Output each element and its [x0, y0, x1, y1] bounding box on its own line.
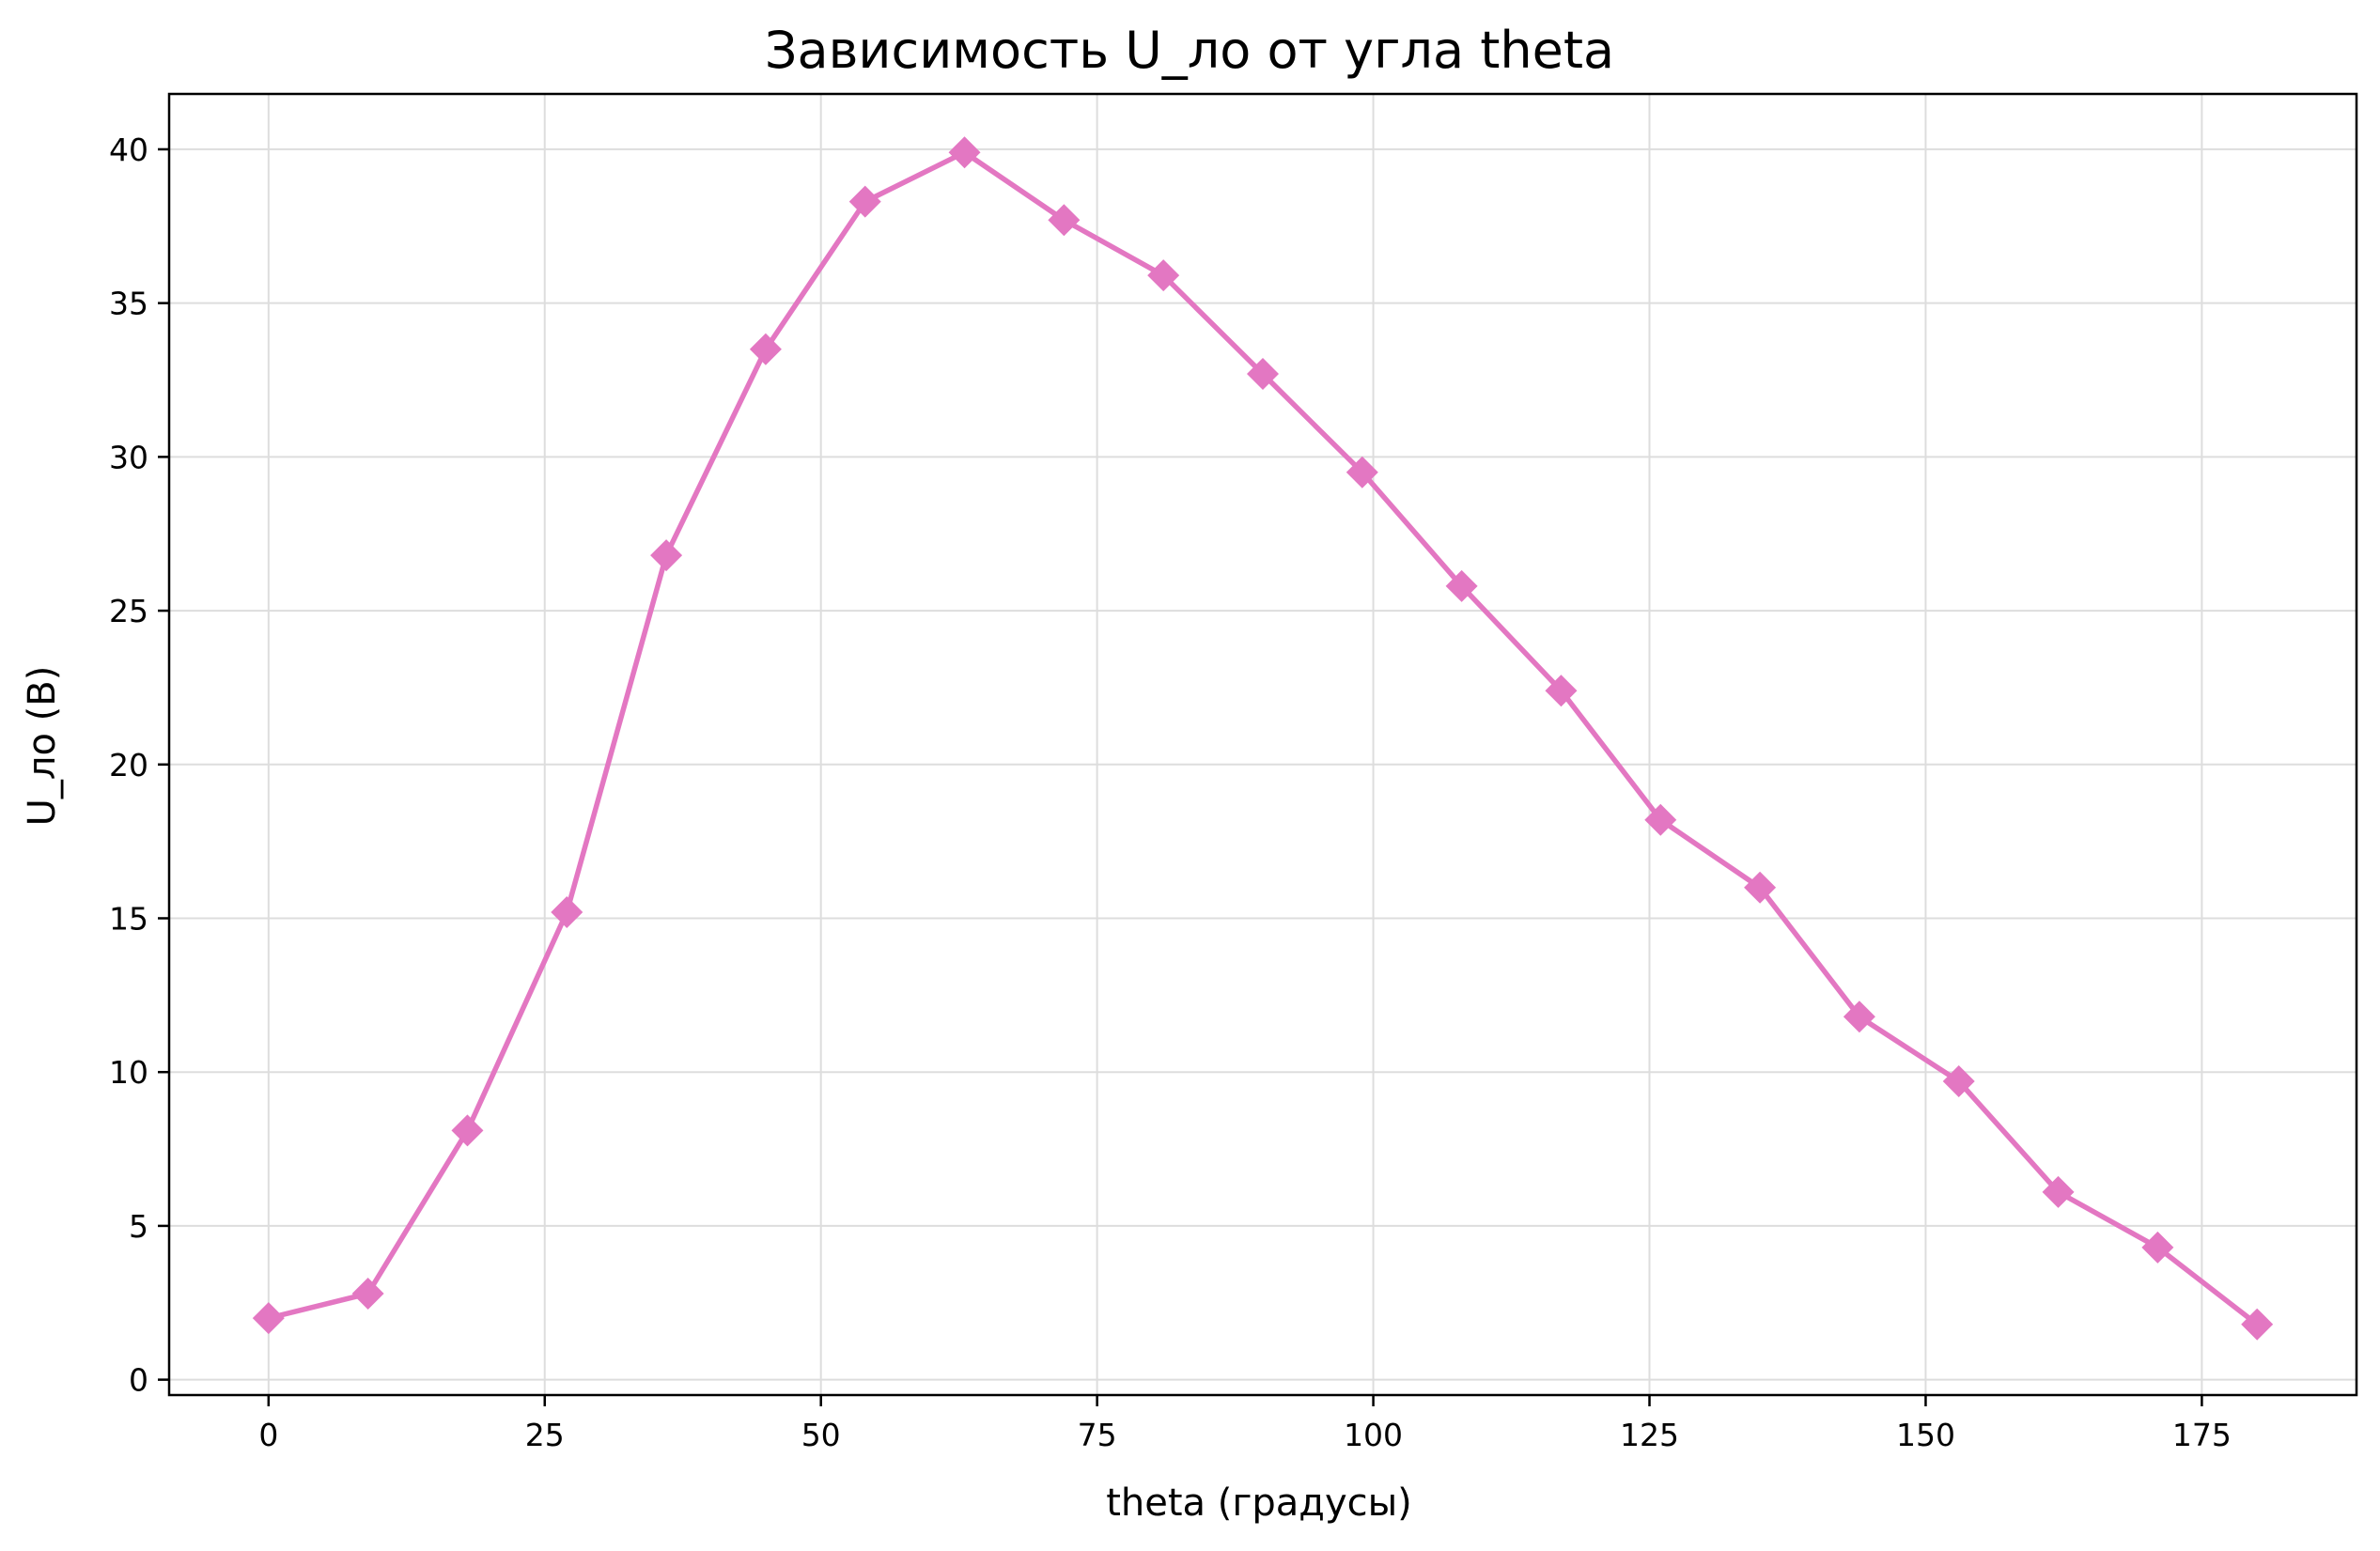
data-point-marker	[948, 136, 981, 169]
data-point-marker	[451, 1114, 484, 1147]
ticks: 0 25 50 75 100 125 150 175 0 5 10 15 20 25 30 35 40	[109, 132, 2232, 1453]
y-tick-label: 5	[129, 1208, 148, 1245]
x-axis-label: theta (градусы)	[1106, 1481, 1412, 1525]
data-point-marker	[848, 185, 881, 218]
data-point-marker	[650, 539, 683, 572]
x-tick-label: 150	[1896, 1417, 1955, 1453]
y-tick-label: 0	[129, 1362, 148, 1399]
data-point-marker	[1048, 204, 1081, 237]
data-point-marker	[1644, 803, 1677, 836]
data-point-marker	[1843, 1000, 1875, 1033]
y-tick-label: 20	[109, 747, 148, 783]
x-tick-label: 125	[1620, 1417, 1679, 1453]
y-tick-label: 30	[109, 439, 148, 475]
data-point-marker	[1445, 569, 1478, 602]
x-tick-label: 0	[258, 1417, 278, 1453]
y-axis-label: U_ло (В)	[21, 666, 64, 827]
y-tick-label: 35	[109, 286, 148, 322]
data-point-marker	[1744, 871, 1777, 904]
grid	[169, 94, 2357, 1395]
y-tick-label: 25	[109, 593, 148, 629]
chart-title: Зависимость U_ло от угла theta	[765, 21, 1614, 80]
data-point-marker	[1942, 1065, 1975, 1098]
plot-frame	[167, 92, 2358, 1397]
y-tick-label: 40	[109, 132, 148, 168]
data-point-marker	[2042, 1175, 2075, 1208]
series-layer	[252, 136, 2274, 1341]
x-tick-label: 75	[1078, 1417, 1117, 1453]
data-point-marker	[1247, 357, 1279, 390]
data-point-marker	[252, 1302, 285, 1335]
x-tick-label: 175	[2172, 1417, 2232, 1453]
data-point-marker	[2241, 1308, 2274, 1341]
y-tick-label: 10	[109, 1054, 148, 1091]
data-point-marker	[351, 1277, 384, 1310]
data-point-marker	[1346, 456, 1378, 489]
data-point-marker	[749, 333, 782, 365]
data-point-marker	[551, 895, 583, 928]
x-tick-label: 50	[801, 1417, 841, 1453]
data-point-marker	[2141, 1231, 2174, 1264]
x-tick-label: 100	[1344, 1417, 1403, 1453]
data-point-marker	[1545, 675, 1578, 707]
x-tick-label: 25	[525, 1417, 565, 1453]
y-tick-label: 15	[109, 900, 148, 937]
data-point-marker	[1147, 259, 1180, 292]
